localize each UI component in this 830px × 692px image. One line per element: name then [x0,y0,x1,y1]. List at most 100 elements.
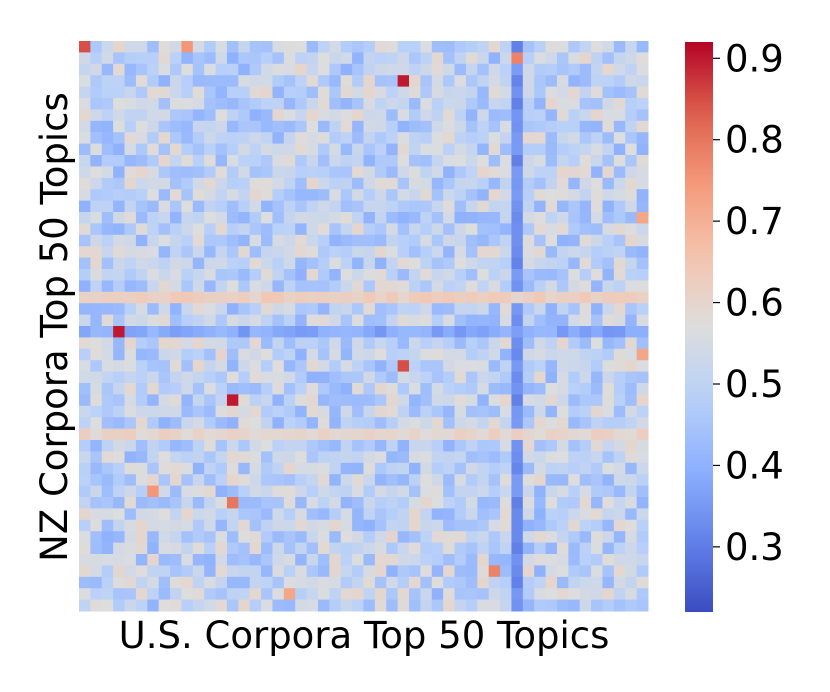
heatmap-cell-r8-c41 [545,132,558,145]
heatmap-cell-r33-c38 [511,417,524,430]
heatmap-cell-r16-c42 [556,223,569,236]
heatmap-cell-r13-c38 [511,189,524,202]
heatmap-cell-r18-c45 [591,246,603,259]
heatmap-cell-r38-c26 [374,474,387,487]
heatmap-cell-r18-c34 [465,246,478,259]
heatmap-cell-r1-c23 [340,52,353,65]
heatmap-cell-r35-c32 [443,440,456,452]
heatmap-cell-r17-c44 [579,234,592,247]
heatmap-cell-r35-c22 [329,440,342,452]
heatmap-cell-r13-c46 [602,189,615,202]
colorbar-tick-label: 0.3 [725,526,784,569]
heatmap-cell-r27-c37 [500,348,512,361]
heatmap-cell-r29-c7 [158,371,171,384]
heatmap-cell-r8-c0 [79,132,91,145]
heatmap-cell-r46-c46 [602,565,615,578]
heatmap-cell-r45-c26 [374,554,387,566]
heatmap-cell-r4-c4 [124,86,137,99]
heatmap-cell-r49-c6 [147,599,160,612]
heatmap-cell-r41-c14 [238,508,251,521]
heatmap-cell-r3-c9 [181,75,194,88]
heatmap-cell-r20-c20 [306,269,319,281]
heatmap-cell-r44-c18 [283,542,296,555]
heatmap-cell-r40-c23 [340,497,353,509]
heatmap-cell-r7-c30 [420,120,433,133]
heatmap-cell-r27-c32 [443,348,456,361]
heatmap-cell-r5-c11 [204,98,217,110]
heatmap-cell-r42-c7 [158,519,171,532]
heatmap-cell-r36-c14 [238,451,251,464]
heatmap-cell-r49-c34 [465,599,478,612]
heatmap-cell-r45-c25 [363,554,376,566]
heatmap-cell-r24-c16 [261,314,273,327]
heatmap-cell-r0-c17 [272,41,285,53]
heatmap-cell-r45-c24 [352,554,364,566]
heatmap-cell-r11-c27 [386,166,399,179]
heatmap-cell-r15-c27 [386,212,399,224]
heatmap-cell-r18-c42 [556,246,569,259]
heatmap-cell-r24-c41 [545,314,558,327]
heatmap-cell-r21-c25 [363,280,376,293]
heatmap-cell-r24-c38 [511,314,524,327]
heatmap-cell-r8-c9 [181,132,194,145]
heatmap-cell-r42-c38 [511,519,524,532]
heatmap-cell-r24-c9 [181,314,194,327]
heatmap-cell-r30-c42 [556,383,569,395]
heatmap-cell-r30-c32 [443,383,456,395]
heatmap-cell-r24-c32 [443,314,456,327]
heatmap-cell-r31-c41 [545,394,558,407]
heatmap-cell-r12-c4 [124,177,137,190]
heatmap-cell-r38-c1 [90,474,103,487]
heatmap-cell-r11-c33 [454,166,467,179]
heatmap-cell-r5-c7 [158,98,171,110]
heatmap-cell-r28-c47 [613,360,626,373]
heatmap-cell-r2-c18 [283,63,296,76]
heatmap-cell-r3-c45 [591,75,603,88]
heatmap-cell-r8-c19 [295,132,308,145]
heatmap-cell-r34-c25 [363,428,376,441]
heatmap-cell-r17-c11 [204,234,217,247]
heatmap-cell-r17-c12 [215,234,228,247]
heatmap-cell-r34-c34 [465,428,478,441]
heatmap-cell-r10-c19 [295,155,308,167]
heatmap-cell-r11-c45 [591,166,603,179]
heatmap-cell-r27-c20 [306,348,319,361]
heatmap-cell-r10-c8 [170,155,182,167]
heatmap-cell-r13-c4 [124,189,137,202]
heatmap-cell-r13-c31 [431,189,444,202]
heatmap-cell-r25-c2 [101,326,114,338]
heatmap-cell-r44-c3 [113,542,126,555]
heatmap-cell-r3-c4 [124,75,137,88]
heatmap-cell-r12-c37 [500,177,512,190]
heatmap-cell-r32-c17 [272,405,285,418]
heatmap-cell-r32-c40 [534,405,547,418]
heatmap-cell-r3-c5 [135,75,148,88]
heatmap-cell-r6-c43 [568,109,581,122]
heatmap-cell-r17-c31 [431,234,444,247]
heatmap-cell-r0-c40 [534,41,547,53]
heatmap-cell-r1-c6 [147,52,160,65]
heatmap-cell-r9-c10 [192,143,205,156]
heatmap-cell-r19-c30 [420,257,433,270]
heatmap-cell-r12-c46 [602,177,615,190]
heatmap-cell-r16-c0 [79,223,91,236]
heatmap-cell-r30-c34 [465,383,478,395]
heatmap-cell-r33-c1 [90,417,103,430]
heatmap-cell-r27-c25 [363,348,376,361]
heatmap-cell-r13-c26 [374,189,387,202]
heatmap-cell-r42-c42 [556,519,569,532]
heatmap-cells [79,41,649,612]
heatmap-cell-r2-c43 [568,63,581,76]
heatmap-cell-r43-c32 [443,531,456,544]
heatmap-cell-r16-c7 [158,223,171,236]
heatmap-cell-r12-c33 [454,177,467,190]
heatmap-cell-r31-c28 [397,394,410,407]
heatmap-cell-r18-c43 [568,246,581,259]
heatmap-cell-r33-c13 [226,417,239,430]
heatmap-cell-r33-c43 [568,417,581,430]
heatmap-cell-r42-c49 [636,519,649,532]
heatmap-cell-r11-c36 [488,166,501,179]
heatmap-cell-r2-c9 [181,63,194,76]
heatmap-cell-r38-c24 [352,474,364,487]
heatmap-cell-r35-c3 [113,440,126,452]
